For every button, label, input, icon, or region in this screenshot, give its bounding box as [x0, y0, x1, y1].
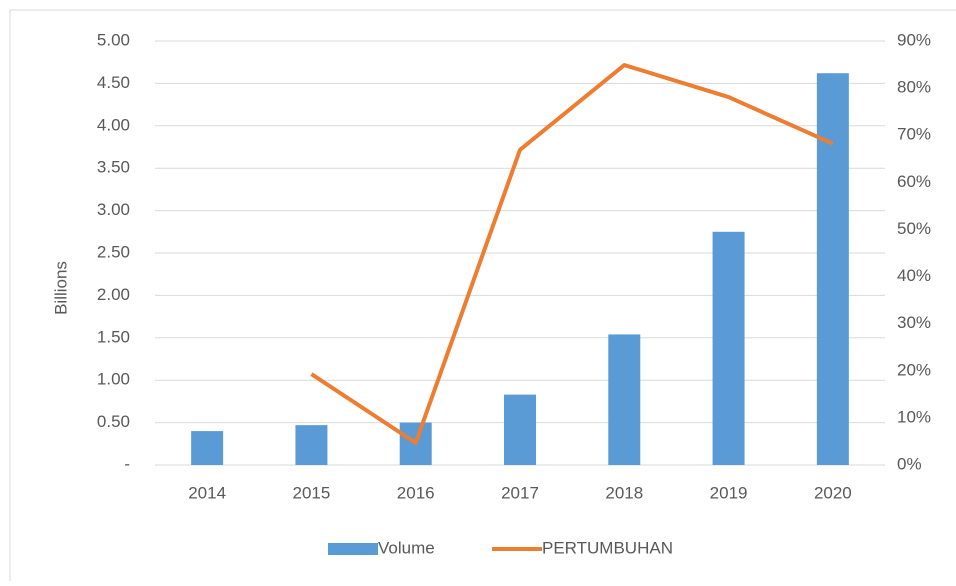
chart-border: [9, 9, 956, 586]
y-tick-label: 4.50: [97, 73, 130, 92]
y-tick-label: 1.50: [97, 327, 130, 346]
y-tick-label: 3.00: [97, 200, 130, 219]
legend-label: PERTUMBUHAN: [542, 538, 673, 557]
line: [310, 63, 834, 445]
y-tick-label: 2.50: [97, 242, 130, 261]
y-tick-label: 3.50: [97, 158, 130, 177]
x-tick-label: 2017: [501, 483, 539, 502]
legend-label: Volume: [378, 538, 435, 557]
y2-tick-label: 20%: [897, 360, 931, 379]
y2-tick-label: 0%: [897, 454, 922, 473]
y2-tick-label: 40%: [897, 266, 931, 285]
y2-tick-label: 60%: [897, 172, 931, 191]
bar: [712, 231, 745, 465]
x-tick-label: 2018: [605, 483, 643, 502]
bar: [504, 394, 536, 465]
y2-tick-label: 80%: [897, 78, 931, 97]
x-tick-label: 2014: [188, 483, 226, 502]
y2-tick-label: 10%: [897, 407, 931, 426]
y2-tick-label: 90%: [897, 30, 931, 49]
bar: [191, 431, 224, 465]
legend-swatch: [328, 543, 378, 555]
x-tick-label: 2016: [397, 483, 435, 502]
y-tick-label: 5.00: [97, 30, 130, 49]
x-tick-label: 2015: [293, 483, 331, 502]
y-axis-title: Billions: [51, 261, 70, 315]
y2-tick-label: 50%: [897, 219, 931, 238]
x-tick-label: 2020: [814, 483, 852, 502]
y2-tick-label: 70%: [897, 125, 931, 144]
y-tick-label: 1.00: [97, 370, 130, 389]
bar: [295, 425, 328, 465]
x-tick-label: 2019: [710, 483, 748, 502]
bar: [608, 334, 641, 465]
y-tick-label: -: [124, 454, 130, 473]
y-tick-label: 0.50: [97, 412, 130, 431]
bar: [816, 73, 849, 465]
y-tick-label: 2.00: [97, 285, 130, 304]
y2-tick-label: 30%: [897, 313, 931, 332]
y-tick-label: 4.00: [97, 115, 130, 134]
